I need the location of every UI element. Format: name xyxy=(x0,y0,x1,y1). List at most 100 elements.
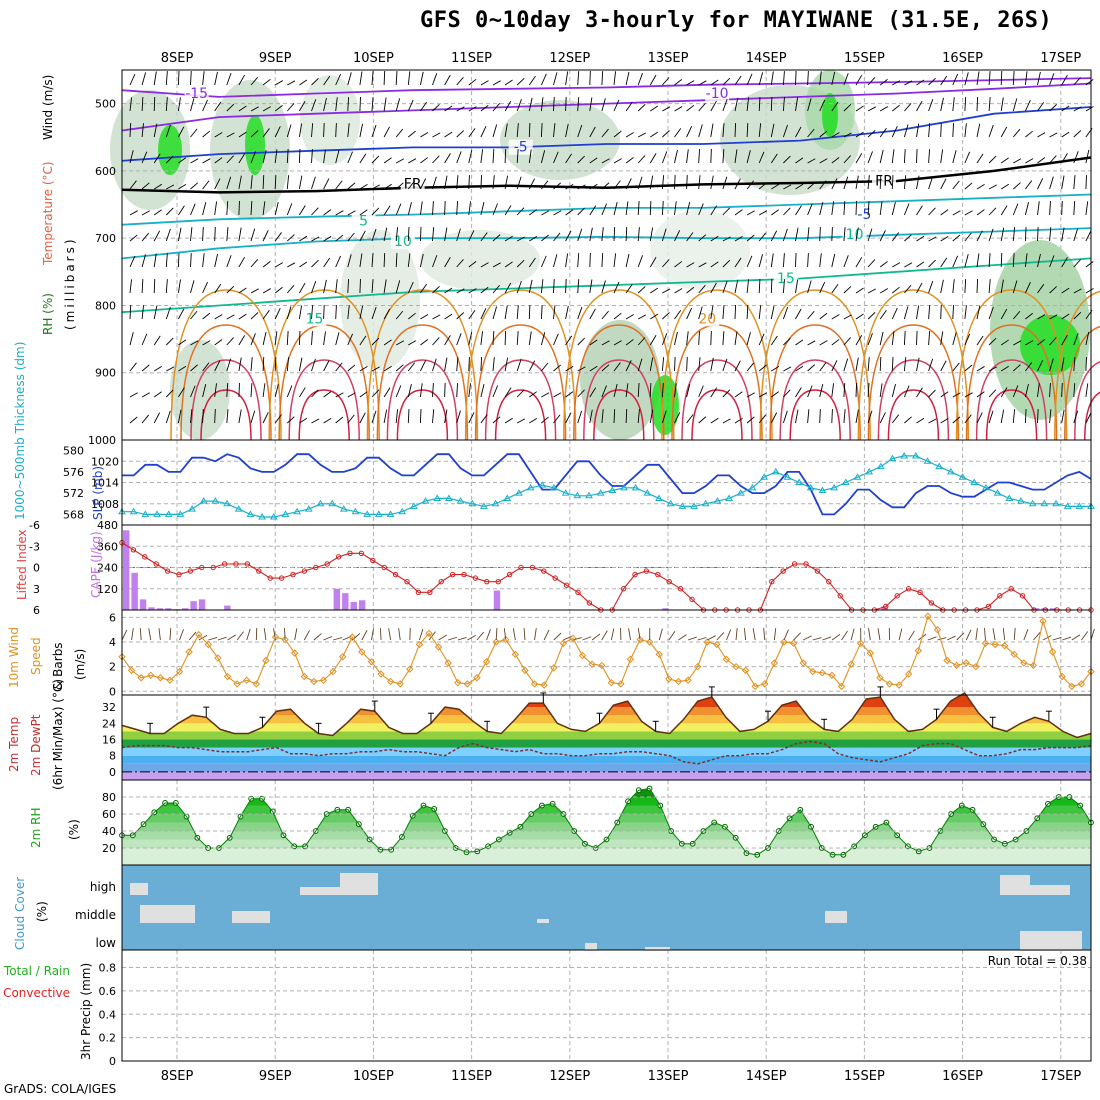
wind-barb xyxy=(964,279,967,294)
wind-barb xyxy=(891,331,895,346)
li-marker xyxy=(655,571,661,578)
warm-loop xyxy=(494,389,547,441)
wind-barb xyxy=(722,418,731,424)
wind-barb xyxy=(165,124,171,138)
wind-barb xyxy=(613,130,622,138)
li-marker xyxy=(997,593,1003,599)
wind-barb xyxy=(964,97,967,112)
date-label-bottom: 9SEP xyxy=(259,1069,292,1084)
li-marker xyxy=(335,554,342,560)
wind-barb xyxy=(710,100,717,112)
wind-barb xyxy=(940,360,947,372)
wind-barb xyxy=(795,183,804,190)
wind-barb xyxy=(274,80,284,86)
wind-barb xyxy=(468,230,475,242)
wind-barb xyxy=(1012,364,1021,372)
ylabel-minmax: (6hr Min/Max) (°C) xyxy=(51,679,65,790)
wind-barb xyxy=(287,416,295,424)
cloud-patch xyxy=(130,883,148,895)
wind-barb xyxy=(420,101,427,112)
cape-bar xyxy=(148,607,155,610)
wind-barb xyxy=(1049,314,1058,320)
wind-barb xyxy=(964,232,972,242)
wind-barb xyxy=(286,385,293,398)
wind-barb xyxy=(734,209,743,216)
wind-barb xyxy=(371,155,380,164)
wind-barb xyxy=(722,236,731,242)
wind-marker xyxy=(204,640,213,649)
wind-marker xyxy=(617,680,625,688)
wind-barb xyxy=(746,362,754,372)
cloud-patch xyxy=(825,911,847,923)
wind-barb-10m xyxy=(188,631,197,641)
wind-barb xyxy=(311,331,313,346)
wind-barb xyxy=(407,281,414,294)
wind-barb xyxy=(867,259,876,268)
wind-barb xyxy=(1012,253,1015,268)
wind-barb xyxy=(601,203,607,216)
wind-barb xyxy=(1024,71,1028,86)
wind-barb xyxy=(202,312,211,320)
wind-barb xyxy=(432,73,438,86)
date-label-top: 11SEP xyxy=(451,51,492,66)
wind-barb xyxy=(298,357,303,372)
wind-barb xyxy=(867,151,873,164)
wind-marker xyxy=(243,676,251,684)
wind-marker xyxy=(463,680,472,688)
wind-barb xyxy=(383,253,386,268)
wind-barb xyxy=(879,128,887,138)
wind-barb xyxy=(1037,132,1046,138)
cape-bar xyxy=(190,601,197,610)
wind-barb xyxy=(928,358,934,372)
wind-barb xyxy=(456,357,459,372)
wind-barb xyxy=(782,97,785,112)
wind-barb xyxy=(214,101,222,112)
wind-barb xyxy=(1037,71,1041,86)
wind-barb xyxy=(504,331,507,346)
wind-barb xyxy=(468,106,477,112)
wind-barb xyxy=(528,360,536,372)
wind-barb xyxy=(928,98,934,112)
wind-barb xyxy=(783,207,791,216)
wind-barb xyxy=(468,310,476,320)
wind-barb xyxy=(770,305,775,320)
wind-marker xyxy=(147,671,155,679)
wind-barb xyxy=(1061,201,1063,216)
wind-barb xyxy=(480,286,489,294)
wind-barb xyxy=(190,409,193,424)
wind-barb xyxy=(250,357,253,372)
wind-barb xyxy=(1037,178,1044,190)
wind-barb xyxy=(964,210,973,216)
wind-barb xyxy=(855,105,864,112)
wind-barb-10m xyxy=(956,632,965,641)
cape-bar xyxy=(662,608,669,610)
wind-barb xyxy=(190,227,193,242)
wind-barb xyxy=(432,383,434,398)
wind-barb xyxy=(153,391,162,398)
wind-barb xyxy=(420,339,429,346)
wind-barb xyxy=(649,383,652,398)
wind-barb-10m xyxy=(610,628,615,641)
wind-barb xyxy=(480,149,484,164)
isotherm-label-bg xyxy=(705,85,730,101)
wind-barb xyxy=(686,331,689,346)
wind-barb xyxy=(795,253,797,268)
wind-barb xyxy=(129,279,132,294)
wind-barb xyxy=(867,201,870,216)
wind-barb xyxy=(347,123,350,138)
wind-barb xyxy=(419,253,424,268)
wind-barb xyxy=(928,389,936,398)
chart-title: GFS 0~10day 3-hourly for MAYIWANE (31.5E… xyxy=(420,8,1053,33)
wind-barb xyxy=(1000,183,1009,190)
wind-barb xyxy=(698,103,706,112)
wind-barb xyxy=(1049,337,1057,346)
wind-barb xyxy=(879,331,884,346)
wind-barb xyxy=(613,227,616,242)
wind-barb xyxy=(311,418,320,424)
date-label-top: 17SEP xyxy=(1040,51,1081,66)
wind-barb xyxy=(553,305,556,320)
wind-barb xyxy=(299,79,308,86)
wind-marker xyxy=(319,676,328,684)
wind-barb xyxy=(879,383,883,398)
panel-bg xyxy=(122,950,1091,1061)
